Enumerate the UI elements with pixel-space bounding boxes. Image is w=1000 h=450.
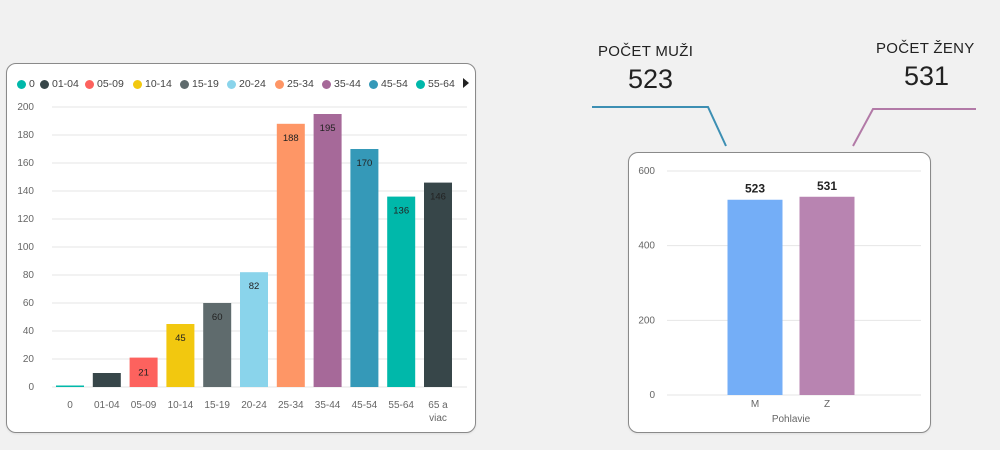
women-count-label: POČET ŽENY [876, 40, 975, 57]
y-tick-label: 200 [17, 102, 34, 113]
data-label: 188 [283, 133, 299, 144]
women-count-value: 531 [904, 61, 950, 91]
legend-dot-icon [416, 79, 425, 89]
x-tick-label: 35-44 [315, 400, 341, 411]
x-tick-label: 25-34 [278, 400, 304, 411]
legend-dot-icon [227, 79, 236, 89]
legend-label: 05-09 [97, 78, 124, 90]
bar [203, 303, 232, 387]
legend-label: 0 [29, 78, 35, 90]
legend-item[interactable]: 55-64 [416, 78, 455, 90]
data-label: 60 [212, 312, 223, 323]
y-tick-label: 0 [649, 390, 655, 401]
legend-dot-icon [40, 79, 49, 89]
x-tick-label: 01-04 [94, 400, 120, 411]
legend-dot-icon [369, 79, 378, 89]
men-count-value: 523 [628, 64, 674, 94]
bar [166, 324, 195, 387]
y-tick-label: 400 [638, 241, 655, 252]
legend-item[interactable]: 20-24 [227, 78, 266, 90]
legend-dot-icon [180, 79, 189, 89]
x-axis-title: Pohlavie [772, 414, 811, 425]
data-label: 146 [430, 192, 446, 203]
data-label: 45 [175, 333, 186, 344]
legend-dot-icon [17, 79, 26, 89]
data-label: 170 [356, 158, 372, 169]
age-distribution-chart: 0 20 40 60 80 100 120 140 160 180 200 0 01-04 21 05-09… [17, 102, 467, 424]
legend-item[interactable]: 25-34 [275, 78, 314, 90]
y-tick-label: 0 [28, 382, 34, 393]
data-label: 195 [320, 123, 336, 134]
bar [240, 272, 268, 387]
data-label: 531 [817, 179, 837, 193]
y-tick-label: 100 [17, 242, 34, 253]
x-tick-label: 0 [67, 400, 73, 411]
bar [350, 149, 379, 387]
y-tick-label: 140 [17, 186, 34, 197]
legend-item[interactable]: 10-14 [133, 78, 172, 90]
men-count-label: POČET MUŽI [598, 43, 694, 60]
legend-label: 35-44 [334, 78, 361, 90]
men-connector-line [592, 106, 727, 147]
y-tick-label: 180 [17, 130, 34, 141]
y-tick-label: 80 [23, 270, 35, 281]
legend-dot-icon [85, 79, 94, 89]
x-tick-label: M [751, 399, 759, 410]
data-label: 21 [138, 368, 149, 379]
y-tick-label: 200 [638, 315, 655, 326]
legend-label: 15-19 [192, 78, 219, 90]
y-tick-label: 60 [23, 298, 35, 309]
legend-label: 10-14 [145, 78, 172, 90]
y-tick-label: 600 [638, 166, 655, 177]
x-tick-label: viac [429, 413, 447, 424]
legend-label: 25-34 [287, 78, 314, 90]
legend-dot-icon [133, 79, 142, 89]
bar [727, 199, 783, 395]
women-count-card: POČET ŽENY 531 [876, 40, 975, 92]
legend-dot-icon [322, 79, 331, 89]
bar [313, 114, 342, 387]
data-label: 136 [393, 206, 409, 217]
bar [276, 123, 305, 388]
x-tick-label: 55-64 [388, 400, 414, 411]
bar [56, 385, 84, 387]
bar [799, 196, 855, 395]
x-tick-label: 15-19 [204, 400, 230, 411]
age-distribution-chart-card: 0 01-04 05-09 10-14 15-19 20-24 25-34 35-44 45-5… [6, 63, 476, 433]
women-connector-line [852, 108, 976, 147]
x-tick-label: Z [824, 399, 830, 410]
x-tick-label: 20-24 [241, 400, 267, 411]
legend-item[interactable]: 45-54 [369, 78, 408, 90]
legend-item[interactable]: 01-04 [40, 78, 79, 90]
legend-label: 20-24 [239, 78, 266, 90]
bar [424, 182, 452, 387]
legend-dot-icon [275, 79, 284, 89]
gender-chart: 0 200 400 600 523 M 531 Z Pohlavie [638, 166, 921, 425]
legend-item[interactable]: 15-19 [180, 78, 219, 90]
bar [129, 357, 158, 387]
legend-label: 01-04 [52, 78, 79, 90]
data-label: 523 [745, 182, 765, 196]
x-tick-label: 65 a [428, 400, 448, 411]
triangle-right-icon[interactable] [463, 78, 469, 88]
legend-item[interactable]: 35-44 [322, 78, 361, 90]
y-tick-label: 20 [23, 354, 35, 365]
y-tick-label: 120 [17, 214, 34, 225]
gender-chart-card: 0 200 400 600 523 M 531 Z Pohlavie [628, 152, 931, 433]
men-count-card: POČET MUŽI 523 [598, 43, 693, 95]
legend-item[interactable]: 05-09 [85, 78, 124, 90]
x-tick-label: 45-54 [352, 400, 378, 411]
bar [92, 373, 121, 387]
legend-item[interactable]: 0 [17, 78, 35, 90]
legend-label: 45-54 [381, 78, 408, 90]
y-tick-label: 160 [17, 158, 34, 169]
x-tick-label: 05-09 [131, 400, 157, 411]
legend-label: 55-64 [428, 78, 455, 90]
bar [387, 196, 416, 387]
y-tick-label: 40 [23, 326, 35, 337]
age-chart-legend: 0 01-04 05-09 10-14 15-19 20-24 25-34 35-44 45-5… [17, 78, 457, 96]
data-label: 82 [249, 281, 260, 292]
x-tick-label: 10-14 [168, 400, 194, 411]
